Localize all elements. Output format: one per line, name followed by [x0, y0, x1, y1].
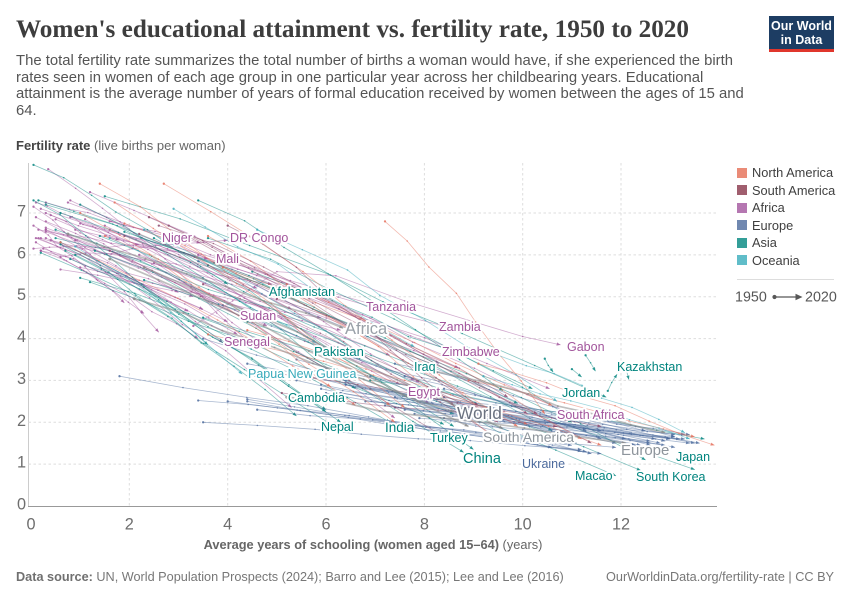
svg-text:Japan: Japan — [676, 450, 710, 464]
svg-text:3: 3 — [17, 370, 26, 388]
svg-text:4: 4 — [17, 328, 26, 346]
svg-text:Niger: Niger — [162, 231, 192, 245]
svg-text:World: World — [457, 403, 502, 423]
svg-text:Senegal: Senegal — [224, 335, 270, 349]
svg-text:Kazakhstan: Kazakhstan — [617, 360, 682, 374]
svg-text:DR Congo: DR Congo — [230, 231, 288, 245]
svg-text:Egypt: Egypt — [408, 385, 440, 399]
svg-text:2020: 2020 — [805, 290, 837, 306]
svg-text:India: India — [385, 420, 415, 435]
svg-text:Average years of schooling (wo: Average years of schooling (women aged 1… — [204, 537, 543, 552]
svg-text:Cambodia: Cambodia — [288, 391, 345, 405]
svg-text:South Africa: South Africa — [557, 408, 624, 422]
svg-text:Zimbabwe: Zimbabwe — [442, 345, 500, 359]
svg-text:Iraq: Iraq — [414, 360, 436, 374]
svg-text:Pakistan: Pakistan — [314, 344, 364, 359]
svg-text:Africa: Africa — [345, 320, 388, 338]
svg-text:10: 10 — [514, 516, 532, 534]
svg-text:1: 1 — [17, 454, 26, 472]
svg-text:Papua New Guinea: Papua New Guinea — [248, 367, 356, 381]
svg-text:Mali: Mali — [216, 252, 239, 266]
svg-text:South Korea: South Korea — [636, 470, 706, 484]
svg-text:Macao: Macao — [575, 469, 613, 483]
svg-text:7: 7 — [17, 203, 26, 221]
svg-text:China: China — [463, 451, 502, 467]
svg-text:Afghanistan: Afghanistan — [269, 285, 335, 299]
svg-text:5: 5 — [17, 286, 26, 304]
svg-text:6: 6 — [17, 244, 26, 262]
svg-text:Gabon: Gabon — [567, 340, 605, 354]
svg-text:12: 12 — [612, 516, 630, 534]
svg-text:2: 2 — [17, 412, 26, 430]
svg-text:Sudan: Sudan — [240, 309, 276, 323]
svg-text:4: 4 — [223, 516, 232, 534]
svg-text:0: 0 — [17, 496, 26, 514]
svg-text:Ukraine: Ukraine — [522, 457, 565, 471]
svg-text:Nepal: Nepal — [321, 420, 354, 434]
svg-text:6: 6 — [321, 516, 330, 534]
svg-text:Tanzania: Tanzania — [366, 300, 416, 314]
svg-text:South America: South America — [483, 429, 574, 445]
svg-text:2: 2 — [125, 516, 134, 534]
svg-text:1950: 1950 — [735, 290, 767, 306]
svg-text:Turkey: Turkey — [430, 431, 468, 445]
svg-text:Zambia: Zambia — [439, 320, 481, 334]
svg-text:8: 8 — [420, 516, 429, 534]
svg-text:0: 0 — [26, 516, 35, 534]
svg-text:Jordan: Jordan — [562, 386, 600, 400]
svg-text:Europe: Europe — [621, 442, 669, 459]
